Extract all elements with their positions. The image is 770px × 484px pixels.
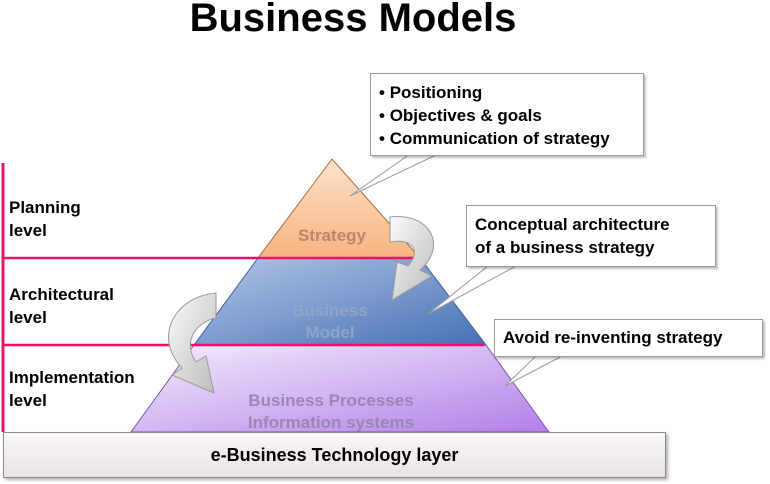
pyramid-label-business-model: Business Model	[292, 301, 368, 342]
list-item: Objectives & goals	[379, 104, 643, 127]
callout-implementation: Avoid re-inventing strategy	[494, 319, 763, 357]
list-item: Communication of strategy	[379, 127, 643, 150]
level-label-planning: Planning level	[9, 198, 81, 240]
list-item: Positioning	[379, 81, 643, 104]
callout-pointer-implementation	[504, 355, 563, 387]
level-label-implementation: Implementation level	[9, 368, 135, 410]
technology-layer-bar: e-Business Technology layer	[3, 432, 666, 478]
callout-architecture: Conceptual architecture of a business st…	[466, 205, 716, 267]
strategy-list: Positioning Objectives & goals Communica…	[379, 81, 643, 150]
curved-arrow-right-icon	[389, 216, 434, 301]
curved-arrow-left-icon	[168, 292, 217, 394]
pyramid-label-strategy: Strategy	[297, 226, 367, 245]
level-label-architectural: Architectural level	[9, 285, 114, 327]
technology-layer-label: e-Business Technology layer	[210, 444, 459, 465]
pyramid-label-processes: Business Processes Information systems	[247, 391, 415, 432]
diagram-title: Business Models	[189, 0, 517, 40]
callout-pointer-strategy	[349, 153, 439, 197]
callout-strategy: Positioning Objectives & goals Communica…	[370, 73, 644, 156]
